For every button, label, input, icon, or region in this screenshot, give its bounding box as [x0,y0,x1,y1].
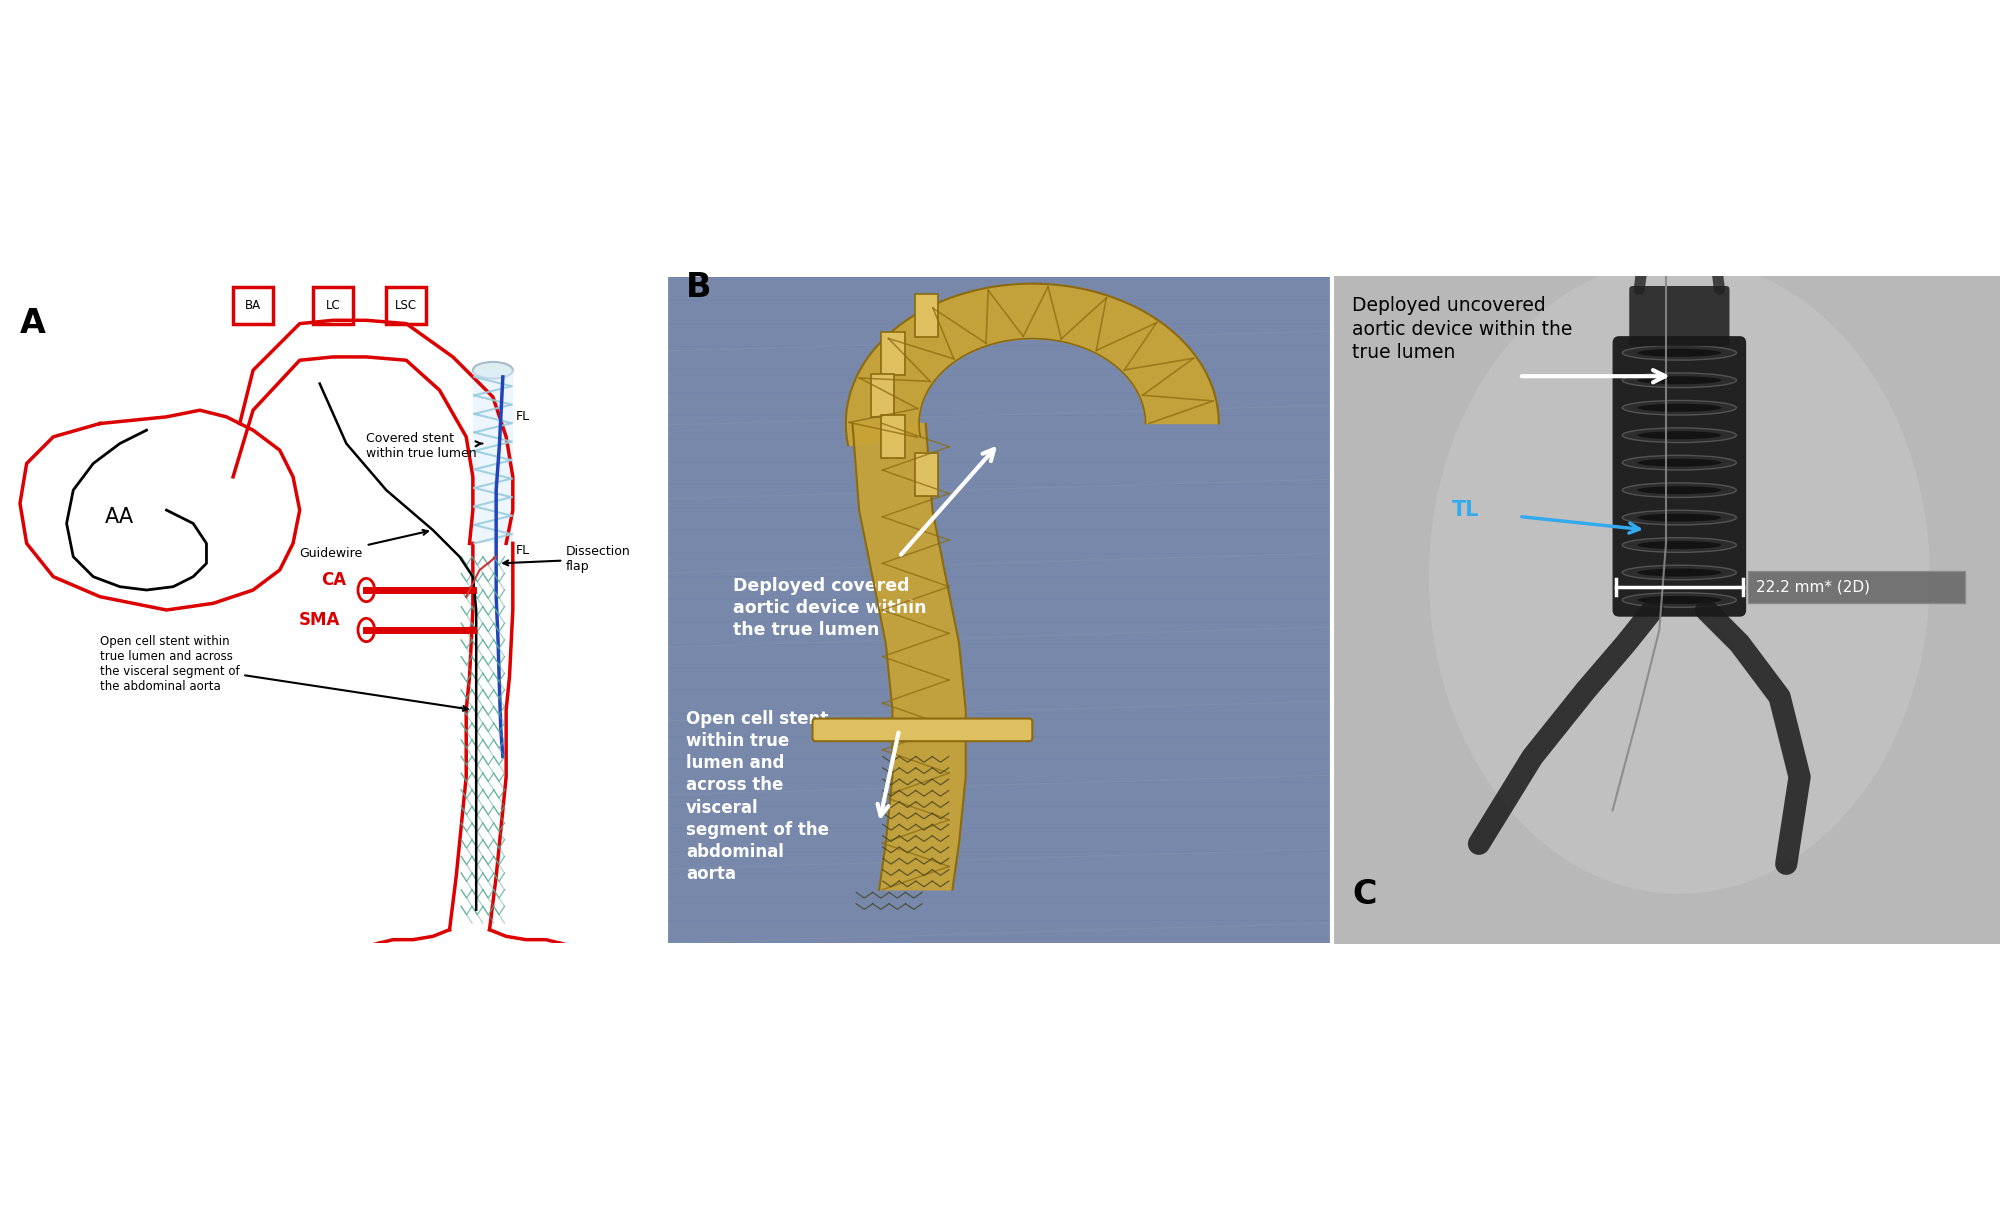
Ellipse shape [1622,483,1736,498]
FancyBboxPatch shape [1748,571,1964,603]
Text: FL: FL [516,410,530,423]
Text: B: B [686,271,712,304]
Ellipse shape [1638,514,1722,522]
Text: Covered stent
within true lumen: Covered stent within true lumen [366,432,482,460]
FancyBboxPatch shape [914,453,938,497]
Text: Dissection
flap: Dissection flap [504,545,630,573]
FancyBboxPatch shape [472,370,512,543]
Ellipse shape [1622,593,1736,608]
Text: Open cell stent
within true
lumen and
across the
visceral
segment of the
abdomin: Open cell stent within true lumen and ac… [686,710,828,883]
Ellipse shape [1638,597,1722,604]
Ellipse shape [1638,540,1722,549]
Ellipse shape [1638,459,1722,467]
FancyBboxPatch shape [882,415,904,459]
Ellipse shape [1622,428,1736,443]
Text: CA: CA [322,571,346,589]
Ellipse shape [472,362,512,378]
Ellipse shape [1638,486,1722,494]
Text: TL: TL [1452,500,1480,520]
Ellipse shape [1622,345,1736,360]
Text: C: C [1352,877,1376,910]
Text: AA: AA [106,506,134,527]
Ellipse shape [1622,565,1736,580]
Ellipse shape [1622,455,1736,470]
Ellipse shape [1638,349,1722,356]
Text: LSC: LSC [396,299,418,312]
Ellipse shape [1622,400,1736,415]
Ellipse shape [1428,260,1930,894]
Text: BA: BA [246,299,262,312]
Text: 22.2 mm* (2D): 22.2 mm* (2D) [1756,580,1870,594]
Polygon shape [852,423,966,889]
Ellipse shape [1638,431,1722,439]
Ellipse shape [1638,404,1722,412]
Text: LC: LC [326,299,340,312]
Text: A: A [20,307,46,340]
Ellipse shape [1622,510,1736,525]
FancyBboxPatch shape [1612,337,1746,616]
FancyBboxPatch shape [882,332,904,376]
FancyBboxPatch shape [870,373,894,417]
Ellipse shape [1638,569,1722,577]
FancyBboxPatch shape [812,719,1032,742]
Polygon shape [846,284,1218,445]
Text: FL: FL [516,544,530,556]
Text: Open cell stent within
true lumen and across
the visceral segment of
the abdomin: Open cell stent within true lumen and ac… [100,634,468,711]
Polygon shape [346,949,592,963]
Text: Deployed uncovered
aortic device within the
true lumen: Deployed uncovered aortic device within … [1352,296,1572,362]
Bar [234,287,274,323]
Ellipse shape [358,619,374,642]
Ellipse shape [1622,538,1736,553]
FancyBboxPatch shape [914,294,938,338]
Ellipse shape [1638,376,1722,384]
Text: SMA: SMA [298,611,340,630]
Text: Deployed covered
aortic device within
the true lumen: Deployed covered aortic device within th… [732,577,926,639]
Text: Guidewire: Guidewire [300,529,428,560]
Bar [386,287,426,323]
Bar [314,287,352,323]
Ellipse shape [1622,373,1736,388]
FancyBboxPatch shape [1630,285,1730,346]
Ellipse shape [358,578,374,601]
